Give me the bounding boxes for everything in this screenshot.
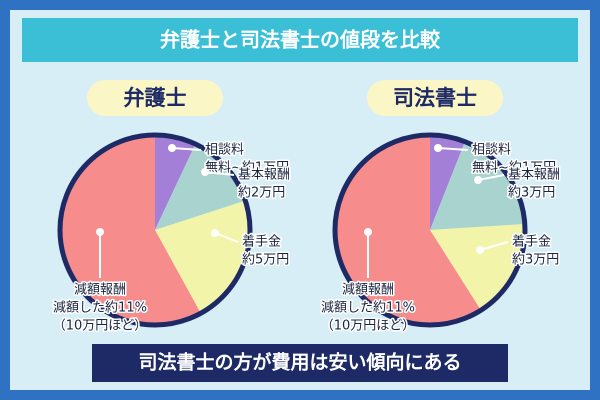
pie-slice	[155, 200, 251, 314]
leader-dot	[476, 246, 484, 254]
slice-detail: 無料~約1万円	[205, 161, 289, 176]
slice-label: 減額報酬	[74, 282, 126, 298]
pie-border	[57, 132, 253, 328]
leader-line	[204, 171, 235, 176]
leader-dot	[201, 168, 209, 176]
slice-detail: 無料~約1万円	[472, 161, 556, 176]
leader-line	[214, 232, 239, 243]
slice-detail: 約3万円	[508, 186, 555, 201]
pie-slice	[155, 135, 196, 230]
leader-dot	[474, 176, 482, 184]
pie-slice	[430, 141, 525, 230]
leader-line	[171, 147, 202, 151]
slice-detail: （10万円ほど）	[53, 319, 148, 334]
pie-border	[332, 132, 528, 328]
title: 弁護士と司法書士の値段を比較	[160, 28, 441, 52]
slice-label: 相談料	[205, 143, 244, 158]
leader-line	[479, 241, 509, 251]
slice-label: 基本報酬	[238, 168, 290, 183]
leader-dot	[211, 229, 219, 237]
leader-line	[477, 174, 505, 181]
pie-slice	[60, 135, 201, 325]
slice-detail: 減額した約11%	[53, 300, 147, 316]
slice-detail: 約3万円	[512, 253, 559, 268]
slice-label: 着手金	[512, 234, 551, 250]
pie-slice	[335, 135, 481, 325]
slice-label: 着手金	[242, 234, 281, 250]
leader-dot	[364, 228, 372, 236]
slice-detail: 減額した約11%	[321, 300, 415, 316]
chart-title-pill	[87, 80, 223, 116]
leader-dot	[96, 228, 104, 236]
pie-slice	[430, 224, 525, 311]
slice-detail: （10万円ほど）	[321, 319, 416, 334]
slice-label: 減額報酬	[342, 282, 394, 298]
footer-text: 司法書士の方が費用は安い傾向にある	[138, 351, 461, 374]
leader-dot	[434, 144, 442, 152]
slice-label: 基本報酬	[508, 168, 560, 183]
leader-line	[437, 147, 469, 151]
footer-box	[92, 344, 508, 382]
charts: 弁護士相談料無料~約1万円基本報酬約2万円着手金約5万円減額報酬減額した約11%…	[51, 80, 562, 335]
leader-dot	[168, 144, 176, 152]
slice-detail: 約5万円	[242, 253, 289, 268]
chart-title: 司法書士	[393, 86, 477, 110]
pie-slice	[430, 135, 465, 230]
title-bar	[22, 18, 578, 62]
slice-detail: 約2万円	[238, 186, 285, 201]
slice-label: 相談料	[472, 143, 511, 158]
chart-title: 弁護士	[124, 86, 187, 110]
chart-title-pill	[367, 80, 503, 116]
